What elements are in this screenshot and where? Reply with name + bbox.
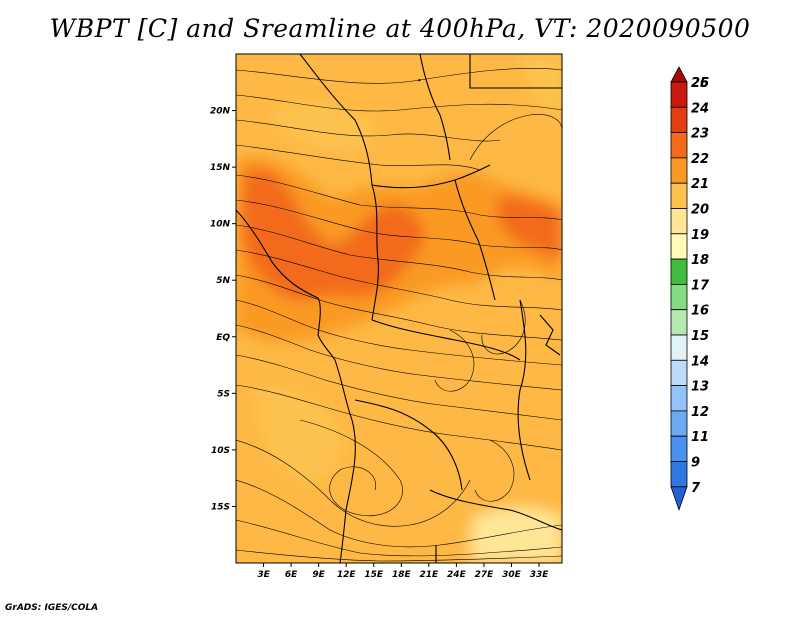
wbpt-21-patch-northeast: [520, 54, 562, 120]
colorbar-segment: [670, 258, 688, 285]
colorbar-label: 24: [691, 101, 709, 116]
colorbar-label: 12: [691, 405, 709, 420]
colorbar-segment: [670, 385, 688, 412]
colorbar-segment: [670, 359, 688, 386]
colorbar-label: 22: [691, 152, 709, 167]
lon-tick-label: 27E: [475, 570, 495, 580]
lon-tick-label: 6E: [285, 570, 298, 580]
longitude-ticks: 3E 6E 9E 12E 15E 18E 21E 24E 27E 30E 33E: [257, 563, 549, 580]
colorbar-label: 15: [691, 329, 709, 344]
grads-credit: GrADS: IGES/COLA: [5, 603, 99, 613]
colorbar-top-arrow: [670, 66, 688, 83]
lat-tick-label: 15S: [211, 502, 230, 512]
wbpt-20-patch-southeast: [470, 506, 562, 563]
lon-tick-label: 9E: [312, 570, 325, 580]
lon-tick-label: 15E: [364, 570, 384, 580]
colorbar-segment: [670, 309, 688, 336]
colorbar-bottom-arrow: [670, 486, 688, 512]
lon-tick-label: 21E: [420, 570, 440, 580]
lat-tick-label: 10S: [211, 446, 230, 456]
colorbar-segment: [670, 208, 688, 235]
latitude-ticks: 20N 15N 10N 5N EQ 5S 10S 15S: [210, 107, 236, 512]
colorbar-segment: [670, 461, 688, 488]
lat-tick-label: EQ: [216, 333, 230, 343]
lat-tick-label: 15N: [210, 163, 231, 173]
colorbar-segment: [670, 132, 688, 159]
colorbar-label: 13: [691, 380, 709, 395]
map-plot-area: [236, 54, 562, 563]
lon-tick-label: 12E: [337, 570, 357, 580]
lon-tick-label: 3E: [257, 570, 270, 580]
lat-tick-label: 5S: [217, 389, 230, 399]
map-frame: [235, 53, 563, 564]
colorbar-label: 14: [691, 354, 709, 369]
colorbar-label: 16: [691, 304, 709, 319]
colorbar-label: 25: [691, 76, 709, 91]
colorbar-label: 20: [691, 203, 709, 218]
colorbar-label: 26: [691, 76, 709, 91]
colorbar-label: 19: [691, 228, 709, 243]
colorbar-segment: [670, 233, 688, 260]
lat-tick-label: 5N: [216, 276, 230, 286]
lat-tick-label: 20N: [210, 107, 231, 117]
colorbar-label: 9: [691, 456, 700, 471]
lon-tick-label: 30E: [502, 570, 522, 580]
colorbar-label: 21: [691, 177, 709, 192]
colorbar-segment: [670, 182, 688, 209]
colorbar-label: 23: [691, 127, 709, 142]
lon-tick-label: 24E: [447, 570, 467, 580]
colorbar-segment: [670, 283, 688, 311]
colorbar-segment: [670, 157, 688, 184]
colorbar-segment: [670, 81, 688, 108]
colorbar-segment: [670, 410, 688, 437]
colorbar-segment: [670, 106, 688, 134]
colorbar-label: 7: [691, 481, 701, 496]
map-title: WBPT [C] and Sreamline at 400hPa, VT: 20…: [49, 14, 751, 43]
colorbar-segment: [670, 334, 688, 361]
lat-tick-label: 10N: [210, 220, 231, 230]
colorbar-label: 11: [691, 430, 709, 445]
wbpt-23-core-east: [496, 195, 562, 260]
colorbar-label: 17: [691, 278, 710, 293]
country-borders: [236, 54, 562, 563]
colorbar-segment: [670, 435, 688, 462]
lon-tick-label: 18E: [392, 570, 412, 580]
lon-tick-label: 33E: [530, 570, 550, 580]
colorbar-label: 18: [691, 253, 709, 268]
